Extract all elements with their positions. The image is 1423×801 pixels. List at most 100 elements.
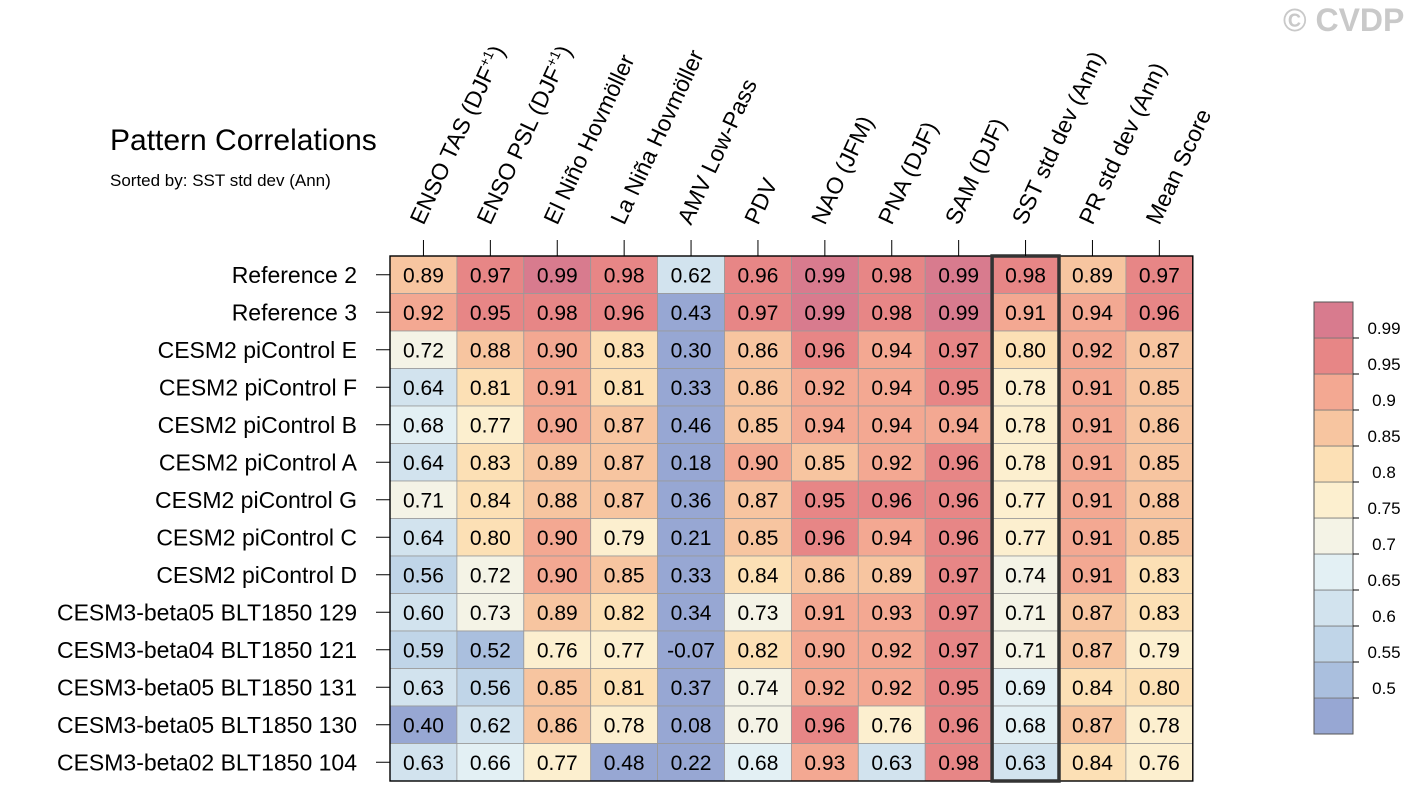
cell-value-label: 0.63: [1005, 752, 1046, 775]
cell-value-label: 0.84: [1072, 677, 1113, 700]
heatmap-frame: [389, 255, 1194, 782]
row-label: CESM2 piControl B: [158, 412, 357, 438]
heatmap-cell: [456, 743, 525, 782]
colorbar-tick-label: 0.99: [1367, 319, 1400, 338]
heatmap-cell: [924, 443, 993, 482]
cell-value-label: 0.96: [804, 714, 845, 737]
heatmap-cell: [724, 443, 792, 482]
cell-value-label: 0.94: [871, 414, 912, 437]
cell-value-label: 0.76: [1139, 752, 1180, 775]
column-label: NAO (JFM): [806, 112, 879, 228]
cell-value-label: 0.79: [1139, 639, 1180, 662]
heatmap-cell: [456, 630, 525, 669]
row-label: CESM3-beta02 BLT1850 104: [57, 749, 357, 775]
row-label: CESM3-beta04 BLT1850 121: [57, 637, 357, 663]
cell-value-label: 0.74: [738, 677, 779, 700]
heatmap-cell: [1125, 518, 1194, 557]
cell-value-label: 0.85: [604, 564, 645, 587]
cell-value-label: 0.77: [537, 752, 578, 775]
cell-value-label: 0.94: [871, 339, 912, 362]
heatmap-cell: [924, 518, 993, 557]
cell-value-label: 0.62: [470, 714, 511, 737]
cell-value-label: 0.76: [537, 639, 578, 662]
heatmap-cell: [657, 593, 725, 632]
cell-value-label: 0.97: [1139, 264, 1180, 287]
cell-value-label: 0.91: [1072, 527, 1113, 550]
heatmap-cell: [857, 255, 926, 294]
cell-value-label: 0.85: [738, 414, 779, 437]
cell-value-label: 0.78: [604, 714, 645, 737]
cell-value-label: -0.07: [667, 639, 715, 662]
cell-value-label: 0.88: [537, 489, 578, 512]
cell-value-label: 0.83: [604, 339, 645, 362]
cell-value-label: 0.87: [1072, 714, 1113, 737]
heatmap-cell: [857, 630, 926, 669]
cell-value-label: 0.82: [738, 639, 779, 662]
heatmap-cell: [791, 630, 859, 669]
cell-value-label: 0.95: [804, 489, 845, 512]
heatmap-cell: [1058, 593, 1127, 632]
heatmap-cell: [1125, 668, 1194, 707]
heatmap-cell: [724, 330, 792, 369]
colorbar-tick-label: 0.85: [1367, 427, 1400, 446]
heatmap-cell: [389, 705, 458, 744]
cell-value-label: 0.96: [938, 527, 979, 550]
cell-value-label: 0.87: [1139, 339, 1180, 362]
cell-value-label: 0.96: [804, 339, 845, 362]
colorbar-swatch: [1313, 373, 1354, 411]
cell-value-label: 0.80: [470, 527, 511, 550]
heatmap-cell: [1058, 518, 1127, 557]
cell-value-label: 0.98: [871, 264, 912, 287]
cell-value-label: 0.90: [804, 639, 845, 662]
cell-value-label: 0.63: [403, 752, 444, 775]
cell-value-label: 0.77: [1005, 527, 1046, 550]
chart-title: Pattern Correlations: [110, 124, 377, 157]
cell-value-label: 0.98: [871, 302, 912, 325]
cell-value-label: 0.78: [1005, 452, 1046, 475]
heatmap-cell: [1125, 480, 1194, 519]
cell-value-label: 0.81: [604, 377, 645, 400]
heatmap-cell: [1125, 743, 1194, 782]
cell-value-label: 0.94: [804, 414, 845, 437]
heatmap-cell: [857, 743, 926, 782]
row-label: CESM2 piControl C: [156, 524, 357, 550]
heatmap-cell: [1058, 743, 1127, 782]
cell-value-label: 0.87: [1072, 602, 1113, 625]
cell-value-label: 0.59: [403, 639, 444, 662]
heatmap-cell: [657, 405, 725, 444]
heatmap-cell: [724, 405, 792, 444]
cell-value-label: 0.73: [738, 602, 779, 625]
row-label: CESM2 piControl D: [156, 562, 357, 588]
heatmap-cell: [924, 705, 993, 744]
heatmap-cell: [991, 405, 1060, 444]
heatmap-cell: [724, 630, 792, 669]
heatmap-cell: [991, 593, 1060, 632]
colorbar-swatch: [1313, 517, 1354, 555]
cell-value-label: 0.99: [804, 264, 845, 287]
heatmap-cell: [991, 555, 1060, 594]
heatmap-cell: [456, 593, 525, 632]
colorbar-tick-label: 0.95: [1367, 355, 1400, 374]
heatmap-cell: [791, 443, 859, 482]
heatmap-cell: [1058, 705, 1127, 744]
cell-value-label: 0.85: [738, 527, 779, 550]
colorbar-swatch: [1313, 553, 1354, 591]
cell-value-label: 0.78: [1139, 714, 1180, 737]
cell-value-label: 0.86: [537, 714, 578, 737]
cell-value-label: 0.96: [938, 489, 979, 512]
heatmap-cell: [1058, 443, 1127, 482]
row-label: CESM2 piControl F: [159, 374, 357, 400]
heatmap-cell: [924, 630, 993, 669]
heatmap-cell: [657, 555, 725, 594]
cell-value-label: 0.92: [871, 677, 912, 700]
cell-value-label: 0.87: [604, 452, 645, 475]
cell-value-label: 0.97: [938, 639, 979, 662]
cell-value-label: 0.77: [604, 639, 645, 662]
cell-value-label: 0.63: [871, 752, 912, 775]
cell-value-label: 0.73: [470, 602, 511, 625]
cell-value-label: 0.80: [1139, 677, 1180, 700]
cell-value-label: 0.91: [1005, 302, 1046, 325]
heatmap-cell: [590, 743, 659, 782]
cell-value-label: 0.92: [871, 452, 912, 475]
